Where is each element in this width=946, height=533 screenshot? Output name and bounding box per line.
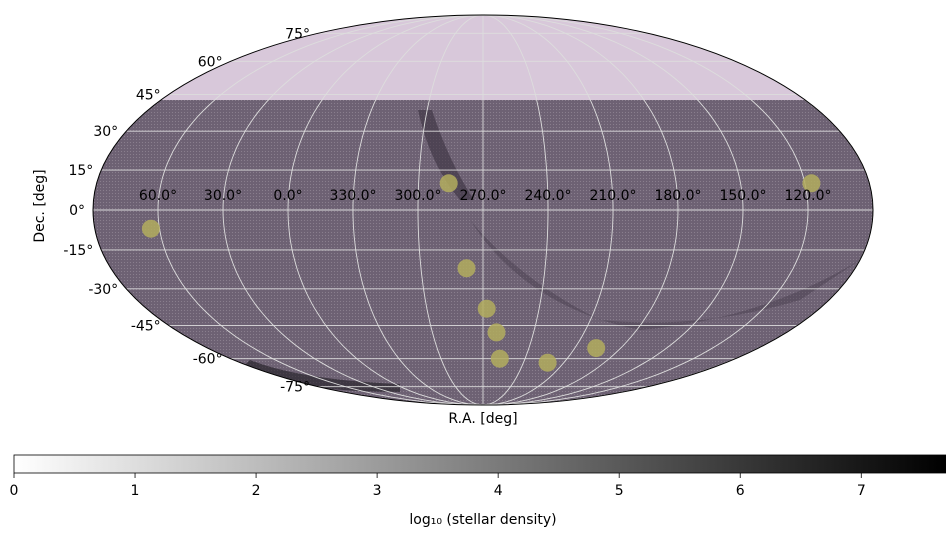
dec-tick-label: 75° bbox=[285, 26, 310, 42]
ra-tick-label: 0.0° bbox=[273, 188, 302, 204]
highlighted-region bbox=[439, 174, 458, 193]
ra-tick-label: 120.0° bbox=[784, 188, 831, 204]
ra-tick-label: 330.0° bbox=[329, 188, 376, 204]
ra-tick-label: 300.0° bbox=[394, 188, 441, 204]
ra-tick-label: 60.0° bbox=[139, 188, 177, 204]
highlighted-region bbox=[141, 219, 160, 238]
dense-band-northern bbox=[418, 110, 474, 200]
dec-tick-label: 15° bbox=[68, 163, 93, 179]
highlighted-region bbox=[490, 349, 509, 368]
highlighted-region bbox=[538, 353, 557, 372]
dec-tick-label: -75° bbox=[280, 380, 310, 396]
survey-footprint bbox=[93, 100, 873, 405]
mollweide-map bbox=[92, 14, 874, 406]
colorbar-tick-label: 1 bbox=[131, 483, 140, 499]
colorbar-label: log₁₀ (stellar density) bbox=[409, 512, 556, 528]
ra-tick-labels: 60.0° 30.0° 0.0° 330.0° 300.0° 270.0° 240.0° 21… bbox=[139, 188, 832, 204]
colorbar-tick-label: 2 bbox=[252, 483, 261, 499]
ra-tick-label: 30.0° bbox=[204, 188, 242, 204]
ra-tick-label: 180.0° bbox=[654, 188, 701, 204]
ra-tick-label: 210.0° bbox=[589, 188, 636, 204]
colorbar-ticks: 0 1 2 3 4 5 6 7 bbox=[10, 473, 866, 499]
dense-band-southern bbox=[470, 220, 860, 330]
colorbar-tick-label: 5 bbox=[615, 483, 624, 499]
colorbar-tick-label: 7 bbox=[857, 483, 866, 499]
x-axis-label: R.A. [deg] bbox=[448, 411, 517, 427]
colorbar-tick-label: 3 bbox=[373, 483, 382, 499]
dec-tick-label: 60° bbox=[198, 54, 223, 70]
highlighted-region bbox=[457, 259, 476, 278]
dec-tick-label: -60° bbox=[193, 352, 223, 368]
dense-edge-south bbox=[240, 360, 400, 392]
dec-tick-label: -45° bbox=[131, 318, 161, 334]
highlighted-regions bbox=[141, 174, 821, 372]
highlighted-region bbox=[477, 299, 496, 318]
colorbar-tick-label: 4 bbox=[494, 483, 503, 499]
highlighted-region bbox=[487, 323, 506, 342]
colorbar: 0 1 2 3 4 5 6 7 log₁₀ (stellar density) bbox=[10, 454, 946, 528]
highlighted-region bbox=[802, 174, 821, 193]
ra-tick-label: 240.0° bbox=[524, 188, 571, 204]
dec-tick-label: -30° bbox=[88, 282, 118, 298]
colorbar-gradient bbox=[13, 454, 946, 474]
graticule bbox=[93, 15, 873, 405]
dec-tick-label: 45° bbox=[136, 88, 161, 104]
map-outline bbox=[92, 14, 874, 406]
highlighted-region bbox=[587, 339, 606, 358]
ra-tick-label: 150.0° bbox=[719, 188, 766, 204]
ra-tick-label: 270.0° bbox=[459, 188, 506, 204]
dec-tick-label: 30° bbox=[93, 124, 118, 140]
colorbar-tick-label: 0 bbox=[10, 483, 19, 499]
dec-tick-label: -15° bbox=[63, 243, 93, 259]
y-axis-label: Dec. [deg] bbox=[32, 169, 48, 242]
dec-tick-labels: 75° 60° 45° 30° 15° 0° -15° -30° -45° -60° -75° bbox=[63, 26, 310, 395]
dec-tick-label: 0° bbox=[69, 203, 85, 219]
colorbar-tick-label: 6 bbox=[736, 483, 745, 499]
